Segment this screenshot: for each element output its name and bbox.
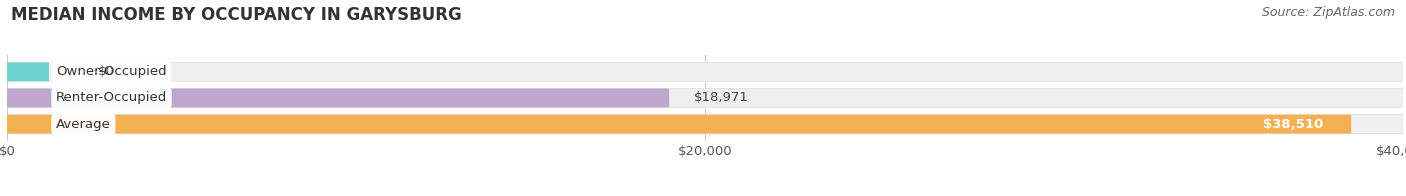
Text: $18,971: $18,971 bbox=[693, 92, 748, 104]
Text: $38,510: $38,510 bbox=[1263, 118, 1323, 131]
FancyBboxPatch shape bbox=[7, 115, 1403, 133]
Text: Owner-Occupied: Owner-Occupied bbox=[56, 65, 166, 78]
FancyBboxPatch shape bbox=[7, 63, 1403, 81]
Text: Average: Average bbox=[56, 118, 111, 131]
FancyBboxPatch shape bbox=[7, 115, 1351, 133]
Text: Source: ZipAtlas.com: Source: ZipAtlas.com bbox=[1261, 6, 1395, 19]
FancyBboxPatch shape bbox=[7, 89, 1403, 107]
Text: MEDIAN INCOME BY OCCUPANCY IN GARYSBURG: MEDIAN INCOME BY OCCUPANCY IN GARYSBURG bbox=[11, 6, 463, 24]
Text: Renter-Occupied: Renter-Occupied bbox=[56, 92, 167, 104]
Text: $0: $0 bbox=[98, 65, 115, 78]
FancyBboxPatch shape bbox=[7, 89, 669, 107]
FancyBboxPatch shape bbox=[7, 63, 49, 81]
